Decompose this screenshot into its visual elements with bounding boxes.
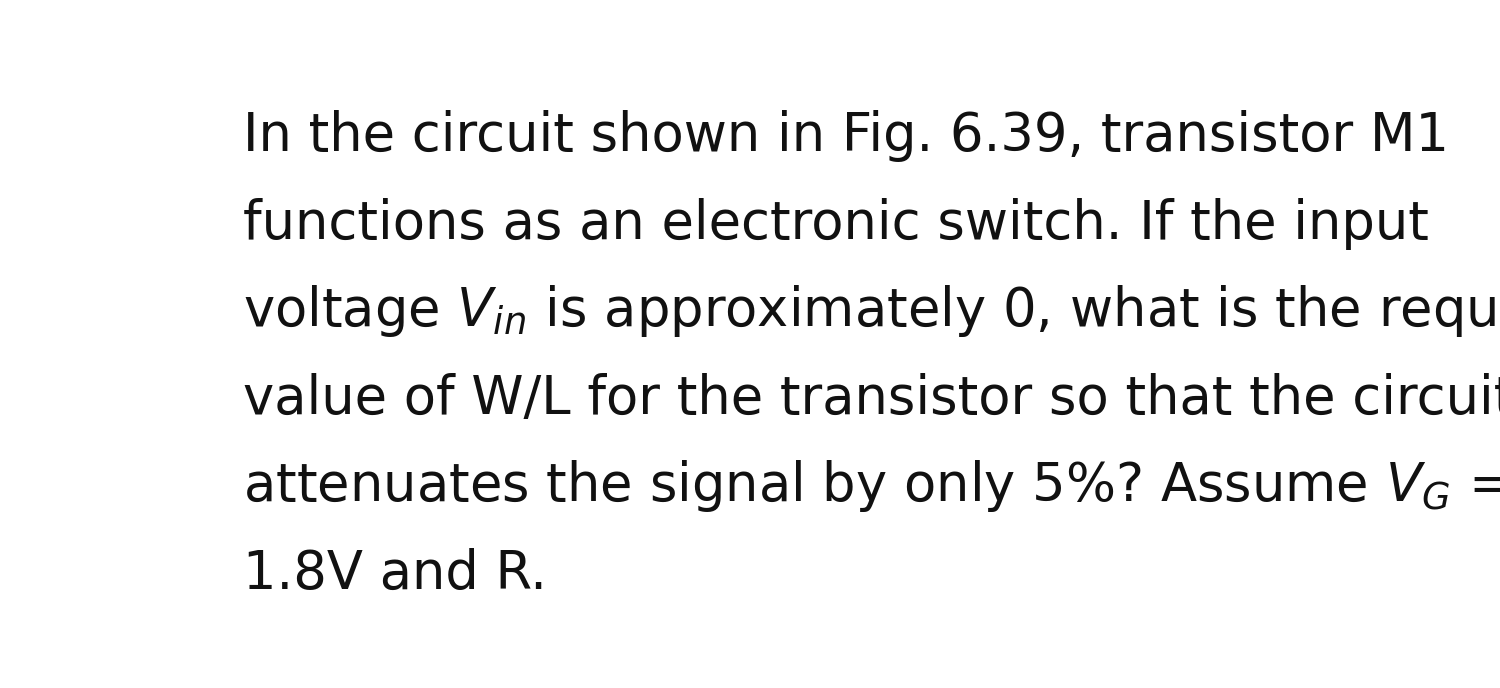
Text: functions as an electronic switch. If the input: functions as an electronic switch. If th…: [243, 198, 1430, 250]
Text: attenuates the signal by only 5%? Assume $\mathit{V}_G$ =: attenuates the signal by only 5%? Assume…: [243, 458, 1500, 514]
Text: voltage $\mathit{V}_{in}$ is approximately 0, what is the required: voltage $\mathit{V}_{in}$ is approximate…: [243, 283, 1500, 339]
Text: 1.8V and R.: 1.8V and R.: [243, 548, 548, 599]
Text: In the circuit shown in Fig. 6.39, transistor M1: In the circuit shown in Fig. 6.39, trans…: [243, 111, 1449, 162]
Text: value of W/L for the transistor so that the circuit: value of W/L for the transistor so that …: [243, 373, 1500, 424]
